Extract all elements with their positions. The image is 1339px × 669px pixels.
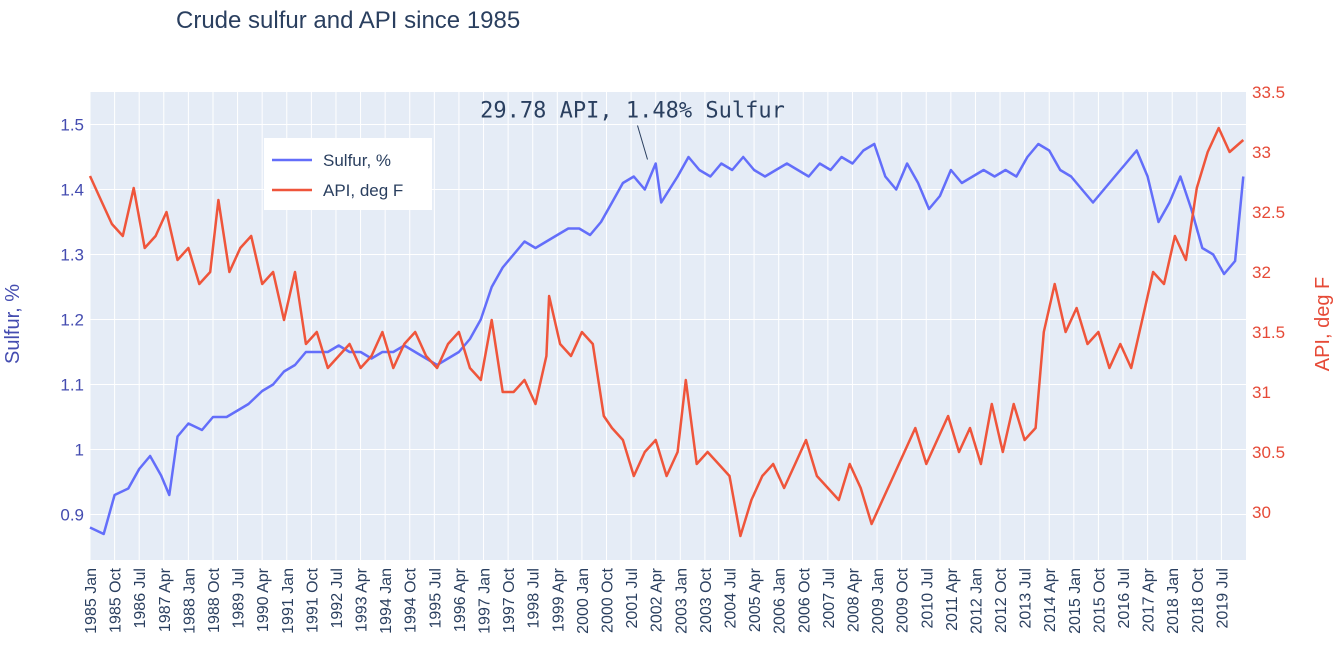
x-tick-label: 1991 Oct <box>304 567 321 632</box>
x-tick-label: 2019 Jul <box>1214 568 1231 629</box>
x-tick-label: 2011 Apr <box>944 567 961 631</box>
x-tick-label: 2008 Apr <box>845 567 862 632</box>
x-tick-label: 2010 Jul <box>919 568 936 629</box>
left-y-tick-label: 0.9 <box>60 506 84 525</box>
x-tick-label: 2015 Oct <box>1091 567 1108 632</box>
x-tick-label: 1998 Jul <box>526 568 543 629</box>
left-y-axis: 0.9 1 1.1 1.2 1.3 1.4 1.5 <box>60 116 84 525</box>
annotation: 29.78 API, 1.48% Sulfur <box>480 99 785 160</box>
x-tick-label: 2006 Oct <box>796 567 813 632</box>
x-tick-label: 1999 Apr <box>550 567 567 632</box>
x-tick-label: 2015 Jan <box>1067 568 1084 634</box>
left-y-tick-label: 1.5 <box>60 116 84 135</box>
x-tick-label: 2003 Oct <box>698 567 715 632</box>
x-tick-label: 1985 Jan <box>83 568 100 634</box>
x-tick-label: 1996 Apr <box>452 567 469 632</box>
x-tick-label: 2009 Oct <box>895 567 912 632</box>
left-y-tick-label: 1 <box>75 441 84 460</box>
x-tick-label: 1992 Jul <box>329 568 346 629</box>
left-y-tick-label: 1.1 <box>60 376 84 395</box>
right-y-tick-label: 33.5 <box>1252 83 1285 102</box>
right-y-tick-label: 30 <box>1252 503 1271 522</box>
x-tick-label: 1994 Jan <box>378 568 395 634</box>
annotation-text: 29.78 API, 1.48% Sulfur <box>480 99 785 124</box>
left-y-tick-label: 1.4 <box>60 181 84 200</box>
x-tick-label: 2007 Jul <box>821 568 838 629</box>
x-tick-label: 2014 Apr <box>1042 567 1059 632</box>
right-y-tick-label: 33 <box>1252 143 1271 162</box>
x-tick-label: 2012 Jan <box>968 568 985 634</box>
x-tick-label: 1993 Apr <box>354 567 371 632</box>
x-tick-label: 1989 Jul <box>231 568 248 629</box>
x-tick-label: 2009 Jan <box>870 568 887 634</box>
x-tick-label: 2006 Jan <box>772 568 789 634</box>
x-tick-label: 2001 Jul <box>624 568 641 629</box>
series-layer <box>88 126 1245 538</box>
x-tick-label: 2018 Jan <box>1165 568 1182 634</box>
x-tick-label: 1997 Jan <box>477 568 494 634</box>
legend-label-sulfur[interactable]: Sulfur, % <box>323 151 391 170</box>
right-y-tick-label: 30.5 <box>1252 443 1285 462</box>
legend[interactable]: Sulfur, % API, deg F <box>264 138 432 210</box>
x-tick-label: 2017 Apr <box>1141 567 1158 632</box>
x-tick-label: 2018 Oct <box>1190 567 1207 632</box>
x-tick-label: 1988 Oct <box>206 567 223 632</box>
x-tick-label: 1991 Jan <box>280 568 297 634</box>
right-y-axis: 30 30.5 31 31.5 32 32.5 33 33.5 <box>1252 83 1285 522</box>
x-tick-label: 2004 Jul <box>722 568 739 629</box>
left-y-tick-label: 1.2 <box>60 311 84 330</box>
right-axis-title: API, deg F <box>1312 277 1334 372</box>
x-tick-label: 1987 Apr <box>157 567 174 632</box>
right-y-tick-label: 31.5 <box>1252 323 1285 342</box>
plot-area <box>90 92 1246 560</box>
x-tick-label: 1995 Jul <box>427 568 444 629</box>
x-tick-label: 2012 Oct <box>993 567 1010 632</box>
right-y-tick-label: 31 <box>1252 383 1271 402</box>
right-y-tick-label: 32.5 <box>1252 203 1285 222</box>
legend-label-api[interactable]: API, deg F <box>323 181 403 200</box>
x-tick-label: 2003 Jan <box>673 568 690 634</box>
x-tick-label: 2016 Jul <box>1116 568 1133 629</box>
legend-background <box>264 138 432 210</box>
x-axis: 1985 Jan 1985 Oct 1986 Jul 1987 Apr 1988 Jan… <box>83 567 1231 634</box>
x-tick-label: 1994 Oct <box>403 567 420 632</box>
x-tick-label: 2000 Jan <box>575 568 592 634</box>
annotation-pointer <box>637 125 648 160</box>
x-tick-label: 2005 Apr <box>747 567 764 632</box>
series-line-api <box>88 126 1245 538</box>
x-tick-label: 2000 Oct <box>600 567 617 632</box>
left-y-tick-label: 1.3 <box>60 246 84 265</box>
x-tick-label: 1988 Jan <box>181 568 198 634</box>
x-tick-label: 2002 Apr <box>649 567 666 632</box>
x-tick-label: 1986 Jul <box>132 568 149 629</box>
x-tick-label: 2013 Jul <box>1018 568 1035 629</box>
x-tick-label: 1990 Apr <box>255 567 272 632</box>
x-tick-label: 1997 Oct <box>501 567 518 632</box>
chart-title: Crude sulfur and API since 1985 <box>176 7 520 34</box>
x-tick-label: 1985 Oct <box>108 567 125 632</box>
series-line-sulfur <box>89 142 1245 536</box>
left-axis-title: Sulfur, % <box>2 284 24 364</box>
right-y-tick-label: 32 <box>1252 263 1271 282</box>
